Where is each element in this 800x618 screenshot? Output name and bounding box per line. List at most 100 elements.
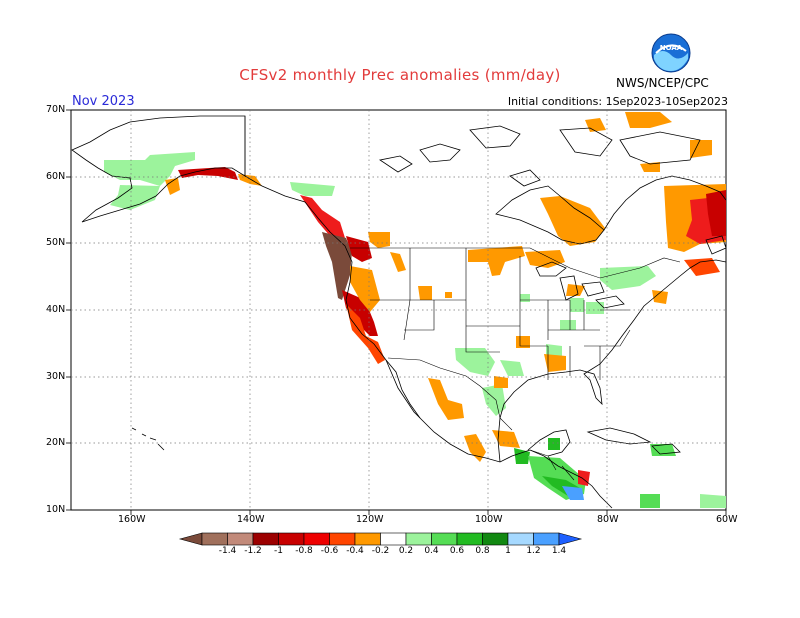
anomaly-patch [350, 266, 380, 312]
lon-label: 120W [356, 514, 384, 525]
colorbar-tick-label: -0.4 [346, 546, 364, 556]
border-layer [244, 116, 681, 481]
anomaly-patch [706, 190, 726, 236]
anomaly-patch [516, 336, 530, 348]
lat-label: 10N [46, 504, 66, 515]
anomaly-patch [390, 252, 406, 272]
colorbar-swatch [303, 532, 330, 546]
state-borders [370, 248, 631, 380]
anomaly-patch [520, 294, 530, 302]
hispaniola-coastline [651, 443, 681, 455]
anomaly-patch [468, 246, 525, 276]
gridlines [71, 110, 726, 510]
anomaly-patch [700, 494, 726, 508]
colorbar-swatch [405, 532, 432, 546]
anomaly-patch [540, 196, 605, 246]
colorbar-swatch [507, 532, 534, 546]
axis-ticks [66, 109, 727, 515]
anomaly-patch [514, 448, 530, 464]
anomaly-layer [104, 112, 726, 508]
anomaly-patch [322, 232, 352, 300]
lon-label: 100W [475, 514, 503, 525]
arctic-island [378, 155, 413, 173]
colorbar-tick-label: 1.4 [551, 546, 567, 556]
arctic-island [619, 131, 701, 165]
anomaly-patch [652, 290, 668, 304]
colorbar-tick-label: -1.2 [244, 546, 262, 556]
anomaly-patch [300, 195, 345, 238]
great-lake [581, 281, 605, 297]
colorbar [178, 532, 583, 546]
coastline-layer [71, 115, 727, 509]
anomaly-patch [586, 302, 604, 314]
chart-title: CFSv2 monthly Prec anomalies (mm/day) [239, 66, 561, 84]
colorbar-tick-label: 1 [505, 546, 511, 556]
alaska-coastline [71, 115, 246, 223]
anomaly-patch [500, 360, 524, 376]
gulf-atlantic-coastline [497, 259, 727, 463]
anomaly-patch [578, 470, 590, 486]
great-lake [535, 261, 567, 277]
arctic-island [469, 125, 521, 149]
anomaly-patch [346, 304, 385, 364]
lon-label: 140W [237, 514, 265, 525]
arctic-island [509, 169, 541, 187]
colorbar-tick-label: 1.2 [526, 546, 541, 556]
anomaly-patch [165, 178, 180, 195]
anomaly-patch [562, 486, 584, 500]
anomaly-patch [494, 376, 508, 388]
anomaly-patch [455, 348, 495, 376]
baja-coastline [385, 359, 421, 419]
lat-label: 50N [46, 237, 66, 248]
lat-label: 20N [46, 437, 66, 448]
anomaly-patch [342, 290, 378, 336]
colorbar-swatch [201, 532, 228, 546]
colorbar-swatch [533, 532, 560, 546]
anomaly-patch [445, 292, 452, 298]
colorbar-swatch [456, 532, 483, 546]
arctic-island [419, 143, 461, 163]
colorbar-tick-label: -0.6 [320, 546, 339, 556]
anomaly-patch [464, 434, 486, 462]
anomaly-patch [492, 430, 520, 448]
lon-label: 160W [118, 514, 146, 525]
us-canada-border [350, 247, 681, 279]
lat-label: 30N [46, 371, 66, 382]
colorbar-tick-label: -1.4 [218, 546, 237, 556]
colorbar-swatch [482, 532, 509, 546]
us-mexico-border [387, 357, 501, 419]
anomaly-patch [548, 438, 560, 450]
pacific-coastline [244, 175, 613, 509]
anomaly-patch [570, 298, 584, 312]
lon-label: 60W [716, 514, 738, 525]
colorbar-labels: -1.4 -1.2 -1 -0.8 -0.6 -0.4 -0.2 0.2 0.4 0.6 0.8 1 1… [170, 546, 630, 560]
colorbar-swatch [431, 532, 458, 546]
anomaly-patch [546, 344, 562, 356]
colorbar-tick-label: 0.4 [424, 546, 439, 556]
colorbar-tick-label: -1 [274, 546, 283, 556]
anomaly-patch [684, 258, 720, 276]
great-lake [595, 295, 625, 309]
noaa-logo-icon: NOAA [651, 33, 691, 73]
colorbar-tick-label: -0.8 [295, 546, 313, 556]
agency-label: NWS/NCEP/CPC [616, 76, 709, 90]
hawaii-islands [131, 427, 165, 451]
cuba-coastline [586, 427, 652, 445]
colorbar-tick-label: 0.2 [398, 546, 414, 556]
svg-text:NOAA: NOAA [660, 44, 683, 52]
anomaly-patch [110, 185, 160, 210]
colorbar-tick-label: 0.6 [449, 546, 465, 556]
colorbar-swatch [329, 532, 356, 546]
anomaly-patch [290, 182, 335, 196]
lat-label: 60N [46, 171, 66, 182]
anomaly-patch [178, 167, 238, 180]
anomaly-patch [428, 378, 464, 420]
colorbar-tick-label: 0.8 [475, 546, 490, 556]
labrador-coastline [603, 175, 727, 231]
anomaly-patch [690, 140, 712, 158]
anomaly-patch [640, 494, 660, 508]
yucatan-coastline [527, 429, 571, 457]
lat-label: 40N [46, 304, 66, 315]
colorbar-arrow-right [558, 532, 583, 546]
